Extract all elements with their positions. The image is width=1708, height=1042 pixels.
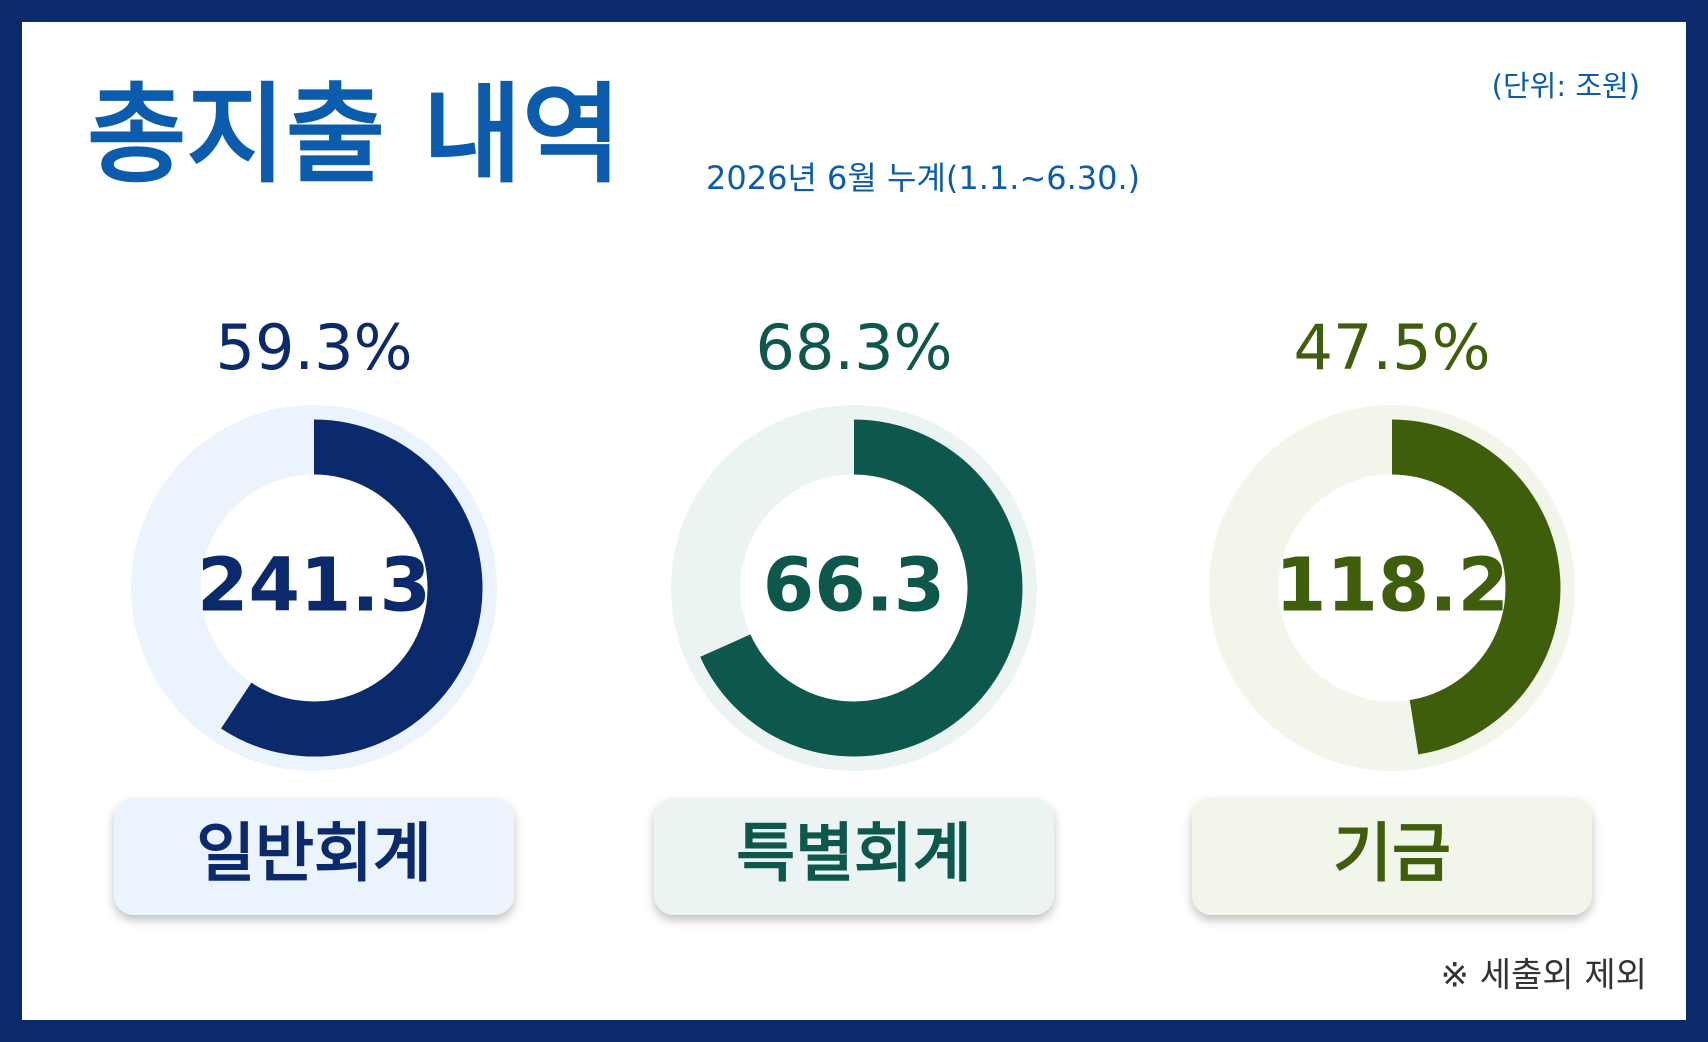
donut-arc — [1391, 419, 1561, 755]
title: 총지출 내역 — [87, 73, 621, 198]
percent-label: 68.3% — [756, 311, 953, 384]
amount-label: 66.3 — [763, 543, 946, 629]
donut-arc — [221, 419, 483, 757]
category-label: 일반회계 — [196, 818, 432, 892]
category-box — [1192, 798, 1592, 915]
donut-arc — [700, 419, 1023, 757]
category-label: 특별회계 — [736, 818, 972, 892]
donut-hole — [200, 474, 428, 702]
percent-label: 47.5% — [1294, 311, 1491, 384]
donut-hole — [1278, 474, 1506, 702]
amount-label: 118.2 — [1275, 543, 1509, 629]
percent-label: 59.3% — [216, 311, 413, 384]
amount-label: 241.3 — [197, 543, 431, 629]
category-box — [114, 798, 514, 915]
footnote: ※ 세출외 제외 — [1440, 956, 1647, 996]
subtitle: 2026년 6월 누계(1.1.~6.30.) — [706, 159, 1140, 197]
category-label: 기금 — [1333, 818, 1451, 892]
unit-label: (단위: 조원) — [1492, 69, 1640, 103]
category-box — [654, 798, 1054, 915]
donut-hole — [740, 474, 968, 702]
